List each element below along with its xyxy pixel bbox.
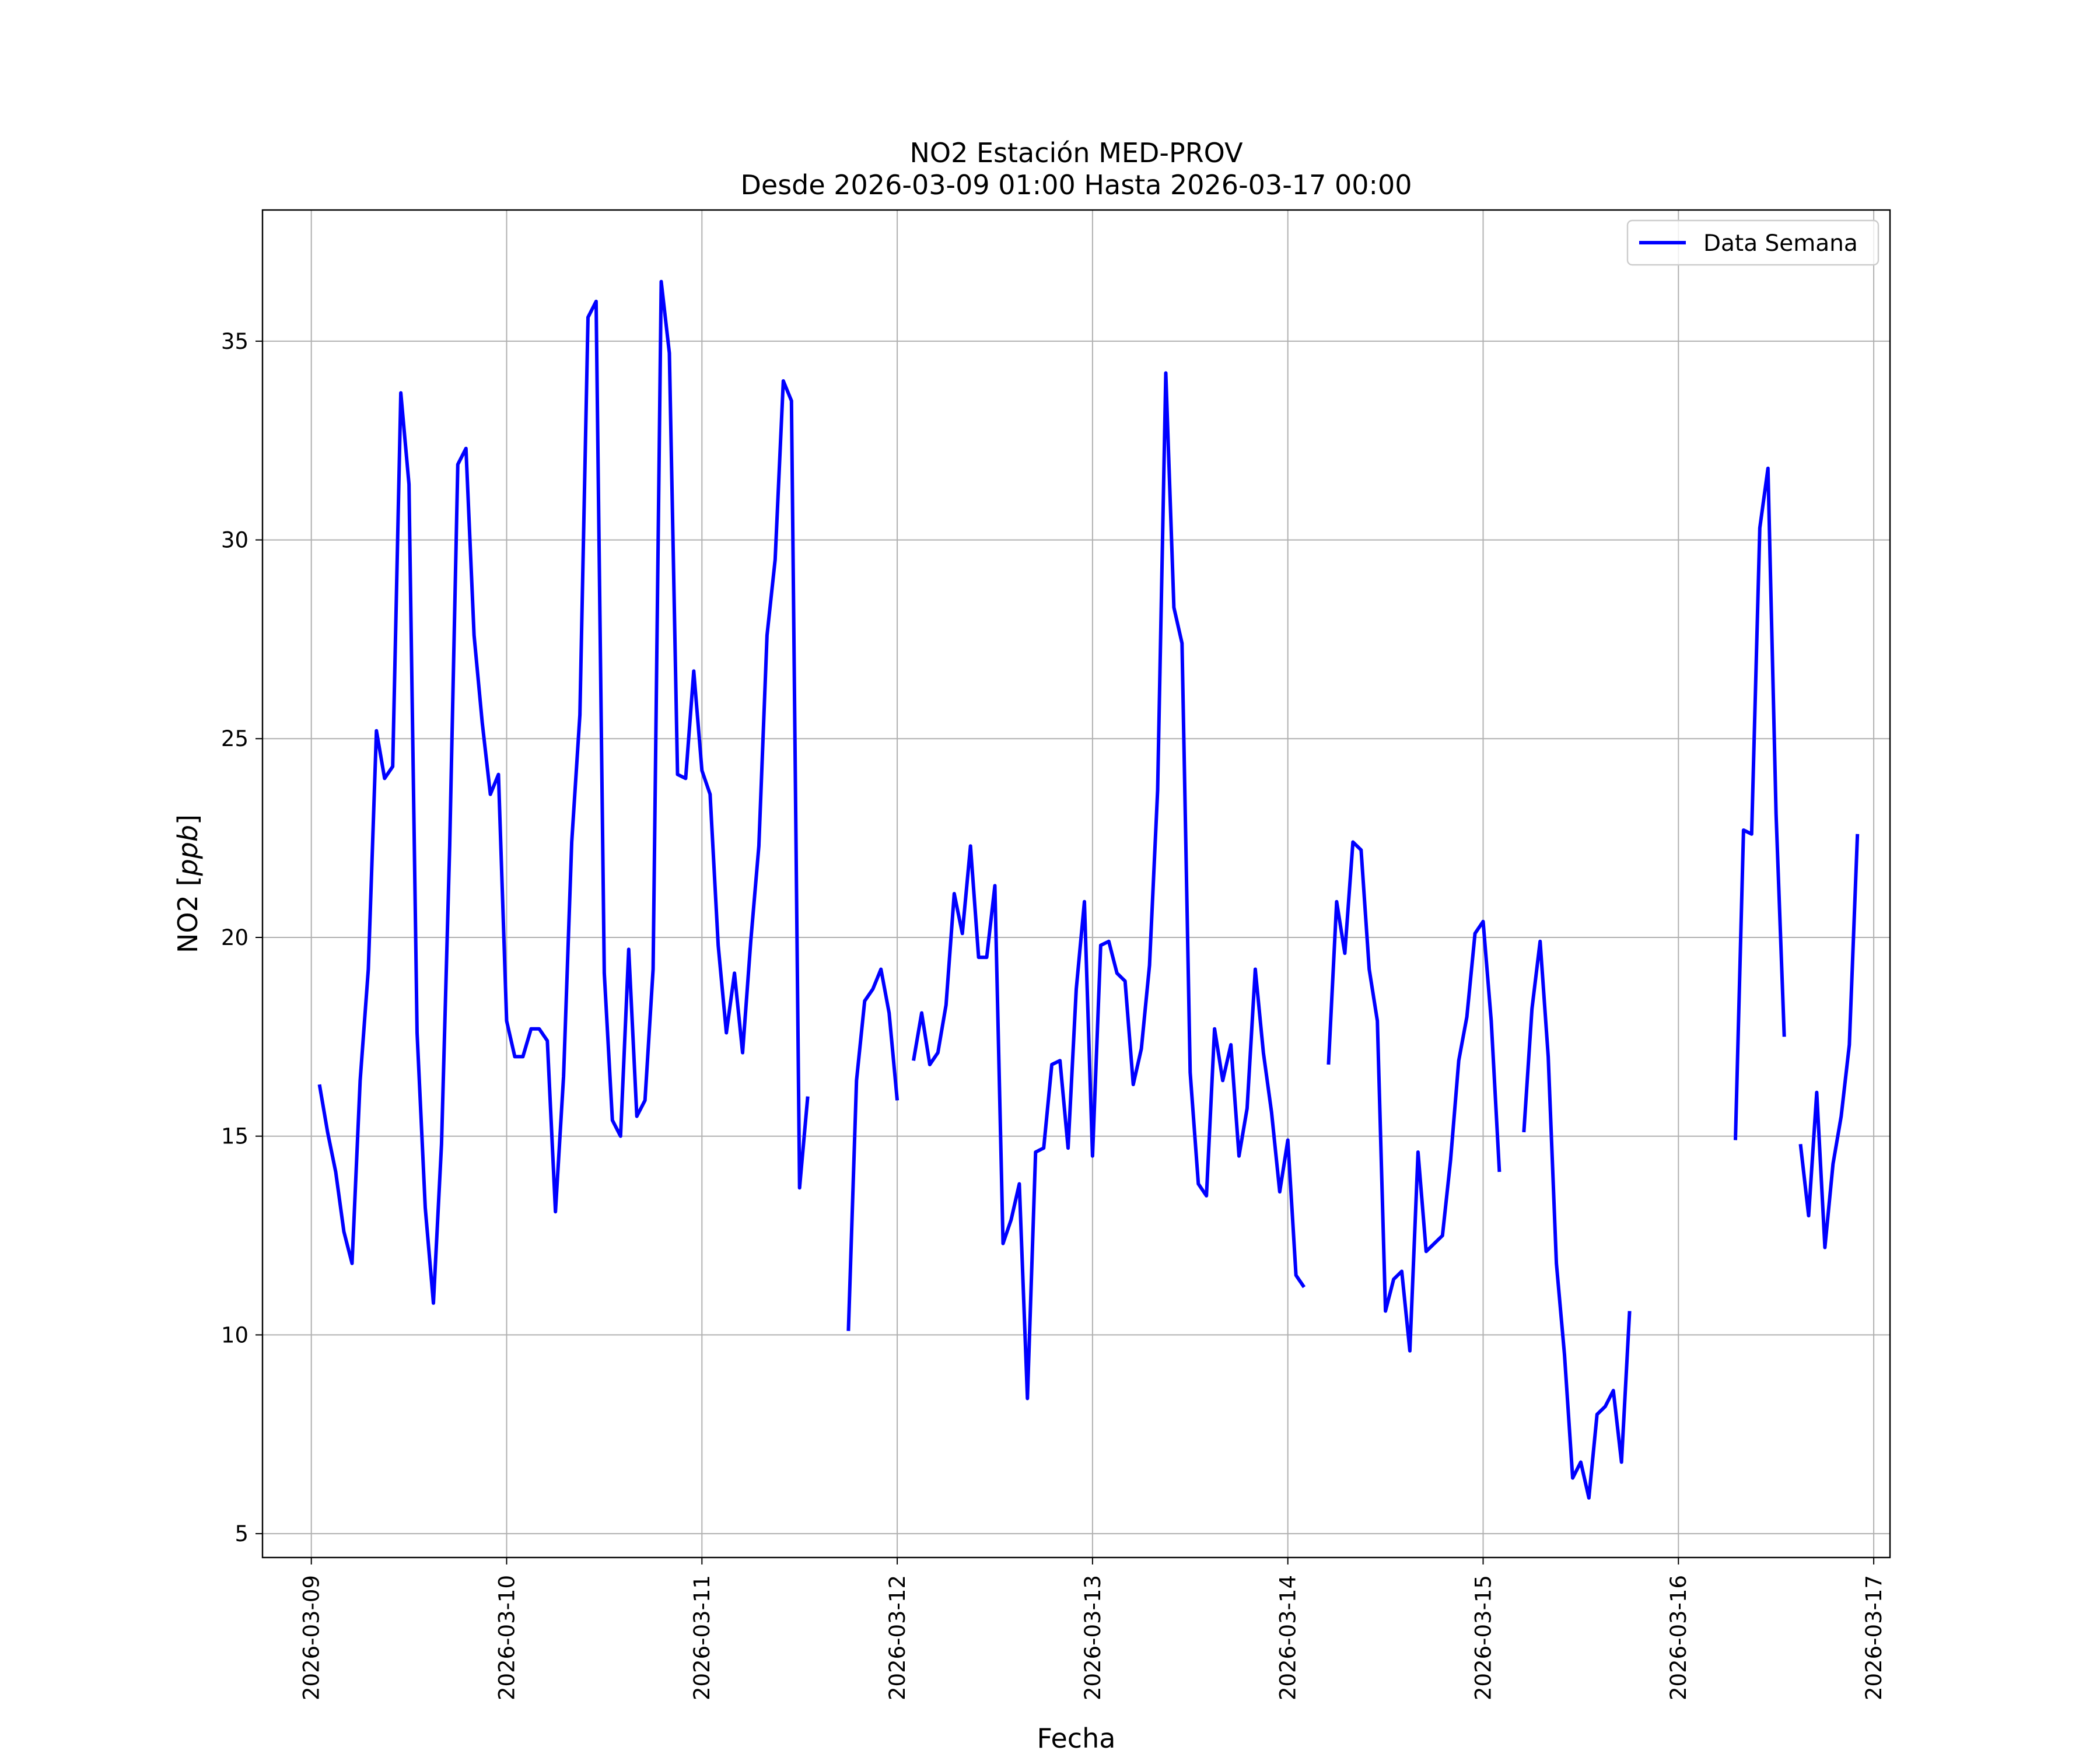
chart-title: NO2 Estación MED-PROV: [909, 137, 1243, 169]
y-tick-label: 25: [221, 726, 249, 751]
y-tick-label: 20: [221, 925, 249, 950]
legend: Data Semana: [1626, 219, 1880, 266]
x-tick-label: 2026-03-17: [1861, 1575, 1887, 1700]
y-axis-label: NO2 [ppb]: [172, 814, 204, 953]
y-tick-label: 10: [221, 1322, 249, 1348]
x-tick-label: 2026-03-14: [1276, 1575, 1301, 1700]
chart-subtitle: Desde 2026-03-09 01:00 Hasta 2026-03-17 …: [740, 169, 1412, 201]
plot-frame: [261, 209, 1891, 1559]
x-tick-label: 2026-03-11: [690, 1575, 715, 1700]
y-tick-label: 35: [221, 329, 249, 354]
y-axis-label-unit: ppb: [172, 825, 204, 877]
y-axis-label-close: ]: [172, 814, 204, 825]
y-axis-label-name: NO2: [172, 895, 204, 953]
y-tick-label: 30: [221, 528, 249, 553]
series-layer: [317, 279, 1860, 1500]
legend-label: Data Semana: [1703, 230, 1858, 257]
x-tick-label: 2026-03-10: [494, 1575, 519, 1700]
x-tick-label: 2026-03-12: [885, 1575, 910, 1700]
legend-box: [1626, 219, 1880, 266]
y-axis-label-open: [: [172, 876, 204, 895]
x-tick-label: 2026-03-16: [1666, 1575, 1691, 1700]
series-line: [317, 279, 1860, 1500]
y-tick-label: 5: [235, 1521, 249, 1546]
x-tick-label: 2026-03-13: [1080, 1575, 1105, 1700]
y-tick-label: 15: [221, 1124, 249, 1149]
x-axis-label: Fecha: [1037, 1723, 1116, 1750]
x-tick-label: 2026-03-15: [1471, 1575, 1496, 1700]
x-tick-label: 2026-03-09: [299, 1575, 324, 1700]
grid: [262, 210, 1890, 1558]
x-axis: 2026-03-09 2026-03-10 2026-03-11 2026-03-12…: [299, 1558, 1887, 1700]
y-axis: 5 10 15 20 25 30 35: [221, 329, 262, 1546]
